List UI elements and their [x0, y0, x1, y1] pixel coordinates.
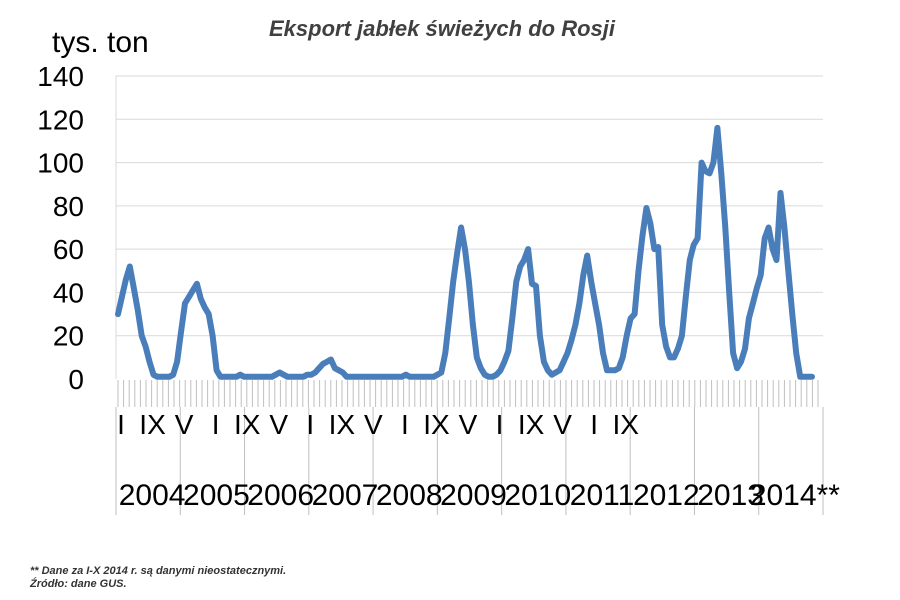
- x-tick-label: IX: [518, 409, 545, 440]
- y-tick-label: 120: [37, 104, 84, 135]
- y-tick-label: 20: [53, 321, 84, 352]
- x-tick-label: V: [175, 409, 194, 440]
- footnote: ** Dane za I-X 2014 r. są danymi nieosta…: [30, 565, 286, 577]
- y-tick-label: 60: [53, 234, 84, 265]
- y-tick-label: 40: [53, 277, 84, 308]
- y-tick-label: 100: [37, 148, 84, 179]
- x-tick-label: I: [401, 409, 409, 440]
- x-tick-label: I: [496, 409, 504, 440]
- x-tick-label: V: [269, 409, 288, 440]
- chart-title: Eksport jabłek świeżych do Rosji: [269, 16, 616, 41]
- x-tick-label: IX: [423, 409, 450, 440]
- year-label: 2011: [570, 479, 635, 512]
- y-axis-label: tys. ton: [52, 26, 149, 59]
- year-label: 2014**: [750, 479, 840, 512]
- year-label: 2009: [440, 479, 507, 512]
- source-note: Źródło: dane GUS.: [29, 577, 127, 590]
- x-tick-label: IX: [234, 409, 261, 440]
- series-line: [115, 124, 815, 380]
- x-tick-label: I: [306, 409, 314, 440]
- x-tick-label: V: [459, 409, 478, 440]
- year-label: 2012: [633, 479, 700, 512]
- year-label: 2006: [247, 479, 314, 512]
- year-label: 2007: [312, 479, 379, 512]
- x-tick-label: V: [364, 409, 383, 440]
- x-tick-label: IX: [329, 409, 356, 440]
- year-label: 2008: [376, 479, 443, 512]
- y-tick-label: 140: [37, 61, 84, 92]
- x-tick-label: IX: [612, 409, 639, 440]
- x-tick-label: I: [590, 409, 598, 440]
- x-tick-label: V: [553, 409, 572, 440]
- x-tick-label: I: [212, 409, 220, 440]
- year-label: 2010: [504, 479, 571, 512]
- year-label: 2005: [183, 479, 250, 512]
- y-tick-label: 0: [68, 364, 84, 395]
- y-tick-label: 80: [53, 191, 84, 222]
- year-label: 2013: [697, 479, 764, 512]
- x-tick-label: IX: [139, 409, 166, 440]
- year-label: 2004: [119, 479, 186, 512]
- x-tick-label: I: [117, 409, 125, 440]
